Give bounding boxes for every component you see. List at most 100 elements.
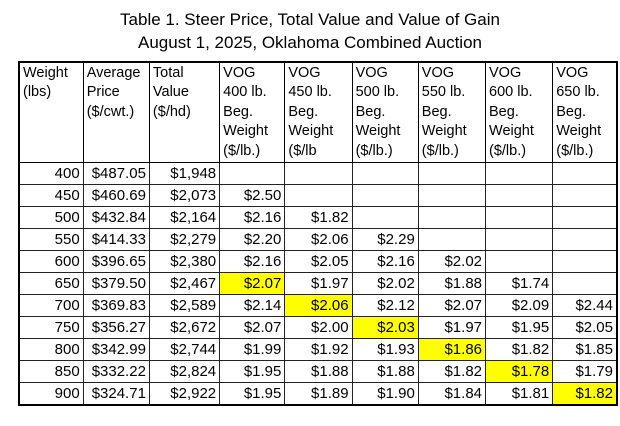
highlighted-vog-cell: $2.03 (351, 316, 419, 339)
value-cell: $1.95 (219, 382, 286, 406)
table-row: 800 $342.99 $2,744 $1.99 $1.92 $1.93 $1.86 $1.8… (18, 338, 618, 361)
weight-cell: 550 (18, 228, 84, 251)
table-row: 500 $432.84 $2,164 $2.16 $1.82 (18, 206, 618, 229)
value-cell: $2.16 (219, 250, 286, 273)
highlighted-vog-cell: $1.86 (417, 338, 487, 361)
value-cell (552, 184, 618, 207)
value-cell: $1,948 (148, 162, 221, 185)
table-row: 600 $396.65 $2,380 $2.16 $2.05 $2.16 $2.02 (18, 250, 618, 273)
value-cell: $2.09 (485, 294, 554, 317)
value-cell: $2,467 (148, 272, 221, 295)
value-cell: $342.99 (82, 338, 150, 361)
value-cell: $1.81 (485, 382, 554, 406)
value-cell: $1.95 (219, 360, 286, 383)
value-cell: $1.82 (485, 338, 554, 361)
value-cell: $2,380 (148, 250, 221, 273)
value-cell (284, 184, 353, 207)
table-body: 400 $487.05 $1,948 450 $460.69 $2,073 $2.50 500… (18, 162, 618, 406)
value-cell (485, 206, 554, 229)
table-row: 400 $487.05 $1,948 (18, 162, 618, 185)
value-cell: $2,672 (148, 316, 221, 339)
value-cell: $2.06 (284, 228, 353, 251)
value-cell: $2.29 (351, 228, 419, 251)
value-cell: $2,073 (148, 184, 221, 207)
value-cell: $2.07 (417, 294, 487, 317)
value-cell: $1.84 (417, 382, 487, 406)
highlighted-vog-cell: $1.78 (485, 360, 554, 383)
value-cell: $1.88 (284, 360, 353, 383)
table-row: 750 $356.27 $2,672 $2.07 $2.00 $2.03 $1.97 $1.9… (18, 316, 618, 339)
value-cell (351, 184, 419, 207)
value-cell: $1.85 (552, 338, 618, 361)
value-cell: $356.27 (82, 316, 150, 339)
value-cell (552, 228, 618, 251)
value-cell: $2,589 (148, 294, 221, 317)
value-cell: $2.00 (284, 316, 353, 339)
table-row: 650 $379.50 $2,467 $2.07 $1.97 $2.02 $1.88 $1.7… (18, 272, 618, 295)
value-cell: $2.02 (351, 272, 419, 295)
value-cell: $1.89 (284, 382, 353, 406)
value-cell: $2.02 (417, 250, 487, 273)
weight-cell: 900 (18, 382, 84, 406)
column-header-0: Weight (lbs) (18, 61, 84, 163)
column-header-6: VOG 550 lb. Beg. Weight ($/lb.) (417, 61, 487, 163)
value-cell: $432.84 (82, 206, 150, 229)
column-header-2: Total Value ($/hd) (148, 61, 221, 163)
column-header-3: VOG 400 lb. Beg. Weight ($/lb.) (219, 61, 286, 163)
weight-cell: 600 (18, 250, 84, 273)
value-cell: $2.05 (284, 250, 353, 273)
value-cell (417, 228, 487, 251)
value-cell: $2.20 (219, 228, 286, 251)
value-cell (552, 162, 618, 185)
table-row: 850 $332.22 $2,824 $1.95 $1.88 $1.88 $1.82 $1.7… (18, 360, 618, 383)
value-cell: $324.71 (82, 382, 150, 406)
value-cell (417, 162, 487, 185)
value-cell: $2,922 (148, 382, 221, 406)
value-cell: $2,824 (148, 360, 221, 383)
weight-cell: 800 (18, 338, 84, 361)
value-cell: $2.07 (219, 316, 286, 339)
value-cell: $1.95 (485, 316, 554, 339)
value-cell: $414.33 (82, 228, 150, 251)
value-cell: $1.97 (284, 272, 353, 295)
value-cell: $1.97 (417, 316, 487, 339)
value-cell: $396.65 (82, 250, 150, 273)
value-cell: $2.05 (552, 316, 618, 339)
value-cell: $2.16 (219, 206, 286, 229)
column-header-7: VOG 600 lb. Beg. Weight ($/lb.) (485, 61, 554, 163)
value-cell (351, 162, 419, 185)
value-cell: $2.12 (351, 294, 419, 317)
table-title: Table 1. Steer Price, Total Value and Va… (0, 0, 620, 54)
value-cell (485, 228, 554, 251)
value-cell: $1.79 (552, 360, 618, 383)
value-cell: $2.16 (351, 250, 419, 273)
value-cell: $1.99 (219, 338, 286, 361)
value-cell (552, 250, 618, 273)
value-cell (485, 184, 554, 207)
value-cell: $460.69 (82, 184, 150, 207)
value-cell (284, 162, 353, 185)
value-cell: $2.14 (219, 294, 286, 317)
table-row: 700 $369.83 $2,589 $2.14 $2.06 $2.12 $2.07 $2.0… (18, 294, 618, 317)
value-cell: $2.50 (219, 184, 286, 207)
value-cell (219, 162, 286, 185)
weight-cell: 500 (18, 206, 84, 229)
table-row: 450 $460.69 $2,073 $2.50 (18, 184, 618, 207)
value-cell: $2,744 (148, 338, 221, 361)
value-cell: $1.90 (351, 382, 419, 406)
value-cell (485, 162, 554, 185)
value-cell: $2,279 (148, 228, 221, 251)
value-cell: $379.50 (82, 272, 150, 295)
weight-cell: 850 (18, 360, 84, 383)
highlighted-vog-cell: $1.82 (552, 382, 618, 406)
column-header-5: VOG 500 lb. Beg. Weight ($/lb.) (351, 61, 419, 163)
value-cell: $332.22 (82, 360, 150, 383)
table-row: 550 $414.33 $2,279 $2.20 $2.06 $2.29 (18, 228, 618, 251)
header-row: Weight (lbs) Average Price ($/cwt.) Total … (18, 61, 618, 163)
column-header-1: Average Price ($/cwt.) (82, 61, 150, 163)
value-cell: $1.74 (485, 272, 554, 295)
value-cell (417, 184, 487, 207)
value-cell (552, 206, 618, 229)
column-header-4: VOG 450 lb. Beg. Weight ($/lb (284, 61, 353, 163)
